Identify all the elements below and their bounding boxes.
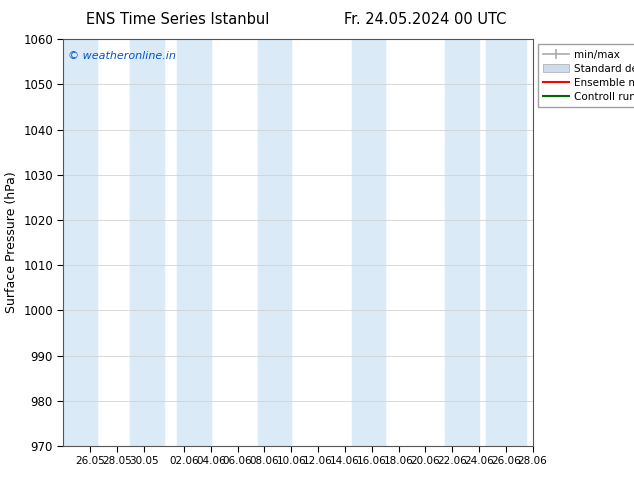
Legend: min/max, Standard deviation, Ensemble mean run, Controll run: min/max, Standard deviation, Ensemble me… bbox=[538, 45, 634, 107]
Bar bbox=[352, 39, 385, 446]
Bar bbox=[131, 39, 164, 446]
Text: © weatheronline.in: © weatheronline.in bbox=[68, 51, 176, 61]
Bar bbox=[258, 39, 291, 446]
Bar bbox=[486, 39, 526, 446]
Bar bbox=[178, 39, 211, 446]
Bar bbox=[446, 39, 479, 446]
Y-axis label: Surface Pressure (hPa): Surface Pressure (hPa) bbox=[4, 172, 18, 314]
Text: Fr. 24.05.2024 00 UTC: Fr. 24.05.2024 00 UTC bbox=[344, 12, 506, 27]
Text: ENS Time Series Istanbul: ENS Time Series Istanbul bbox=[86, 12, 269, 27]
Bar bbox=[63, 39, 97, 446]
